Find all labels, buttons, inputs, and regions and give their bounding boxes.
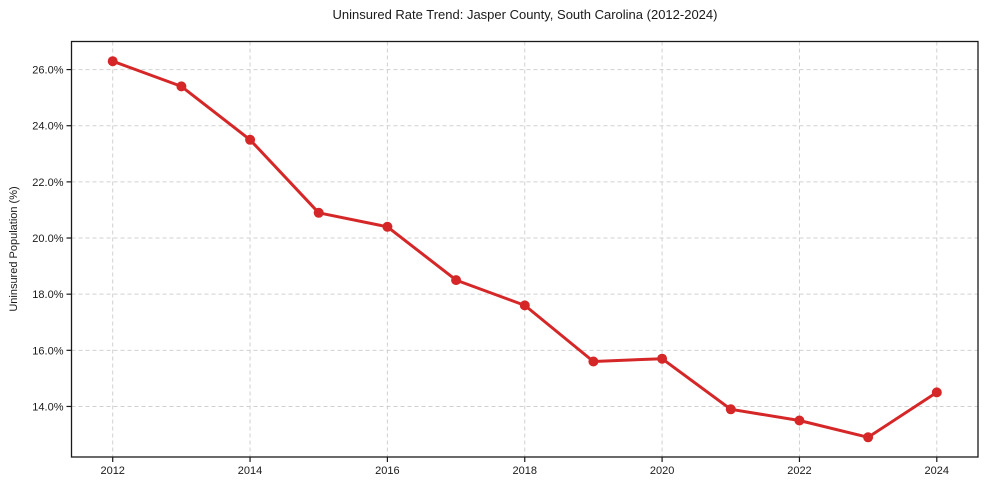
x-tick-label: 2024 xyxy=(925,465,949,477)
data-point xyxy=(657,353,668,364)
x-tick-label: 2018 xyxy=(513,465,537,477)
data-point xyxy=(451,275,462,286)
x-tick-label: 2014 xyxy=(238,465,262,477)
data-point xyxy=(176,81,187,92)
y-tick-label: 24.0% xyxy=(32,121,63,133)
y-tick-label: 16.0% xyxy=(32,345,63,357)
x-tick-label: 2020 xyxy=(650,465,674,477)
x-tick-label: 2022 xyxy=(787,465,811,477)
data-point xyxy=(794,415,805,426)
data-point xyxy=(107,56,118,67)
data-point xyxy=(863,432,874,443)
data-point xyxy=(382,221,393,232)
y-tick-label: 18.0% xyxy=(32,289,63,301)
data-point xyxy=(725,404,736,415)
data-point xyxy=(519,300,530,311)
data-point xyxy=(245,134,256,145)
x-tick-label: 2016 xyxy=(375,465,399,477)
y-tick-label: 20.0% xyxy=(32,233,63,245)
data-point xyxy=(313,207,324,218)
y-tick-label: 26.0% xyxy=(32,65,63,77)
data-point xyxy=(588,356,599,367)
data-point xyxy=(931,387,942,398)
chart-title: Uninsured Rate Trend: Jasper County, Sou… xyxy=(332,7,718,22)
y-tick-label: 22.0% xyxy=(32,177,63,189)
y-tick-label: 14.0% xyxy=(32,401,63,413)
plot-frame xyxy=(70,40,979,458)
x-tick-label: 2012 xyxy=(100,465,124,477)
